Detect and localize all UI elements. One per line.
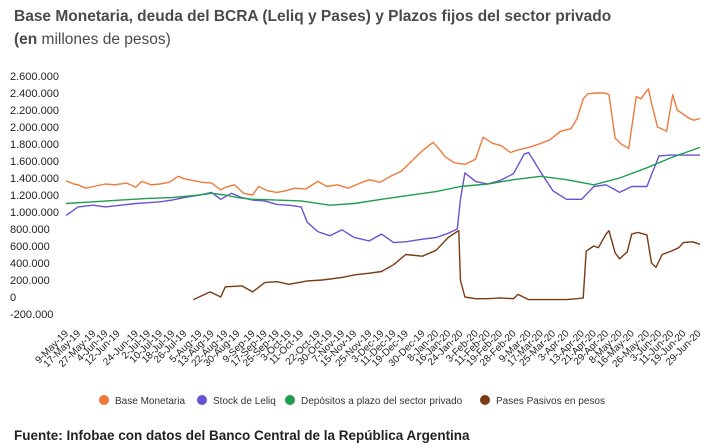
- y-tick-label: 1.800.000: [10, 139, 59, 151]
- series-line-pases-pasivos-en-pesos: [193, 230, 701, 301]
- subtitle-rest: millones de pesos): [37, 31, 171, 48]
- y-tick-label: 2.400.000: [10, 88, 59, 100]
- legend-item: Depósitos a plazo del sector privado: [285, 395, 463, 407]
- legend-item: Pases Pasivos en pesos: [480, 395, 605, 407]
- y-axis: 2.600.000 2.400.000 2.200.000 2.000.000 1.80…: [10, 71, 59, 321]
- source-footer: Fuente: Infobae con datos del Banco Cent…: [14, 428, 470, 443]
- y-tick-label: 1.200.000: [10, 190, 59, 202]
- legend-marker: [285, 395, 295, 405]
- y-tick-label: 600.000: [10, 241, 50, 253]
- y-tick-label: 1.400.000: [10, 173, 59, 185]
- legend-label: Base Monetaria: [115, 396, 185, 407]
- y-tick-label: 800.000: [10, 224, 50, 236]
- y-tick-label: 2.000.000: [10, 122, 59, 134]
- y-tick-label: 2.200.000: [10, 105, 59, 117]
- y-tick-label: 0: [10, 292, 16, 304]
- y-tick-label: -200.000: [10, 309, 53, 321]
- y-tick-label: 1.000.000: [10, 207, 59, 219]
- y-tick-label: 1.600.000: [10, 156, 59, 168]
- plot-area: [65, 88, 701, 301]
- legend-item: Base Monetaria: [99, 395, 185, 407]
- legend-marker: [480, 395, 490, 405]
- subtitle-prefix: (en: [14, 31, 38, 48]
- chart-subtitle: (en millones de pesos): [14, 29, 171, 51]
- y-tick-label: 2.600.000: [10, 71, 59, 83]
- y-tick-label: 200.000: [10, 275, 50, 287]
- legend-item: Stock de Leliq: [197, 395, 276, 407]
- series-line-dep-sitos-a-plazo-del-sector-privado: [65, 146, 701, 206]
- legend-label: Pases Pasivos en pesos: [496, 396, 605, 407]
- x-axis: 9-May-1917-May-1927-May-194-Jun-1912-Jun…: [33, 328, 703, 370]
- y-tick-label: 400.000: [10, 258, 50, 270]
- legend-marker: [197, 395, 207, 405]
- legend-label: Stock de Leliq: [213, 396, 276, 407]
- series-line-stock-de-leliq: [65, 151, 700, 244]
- chart-title: Base Monetaria, deuda del BCRA (Leliq y …: [14, 8, 612, 25]
- legend-marker: [99, 395, 109, 405]
- series-line-base-monetaria: [65, 88, 701, 196]
- legend-label: Depósitos a plazo del sector privado: [301, 396, 463, 407]
- legend: Base Monetaria Stock de Leliq Depósitos a …: [99, 395, 605, 407]
